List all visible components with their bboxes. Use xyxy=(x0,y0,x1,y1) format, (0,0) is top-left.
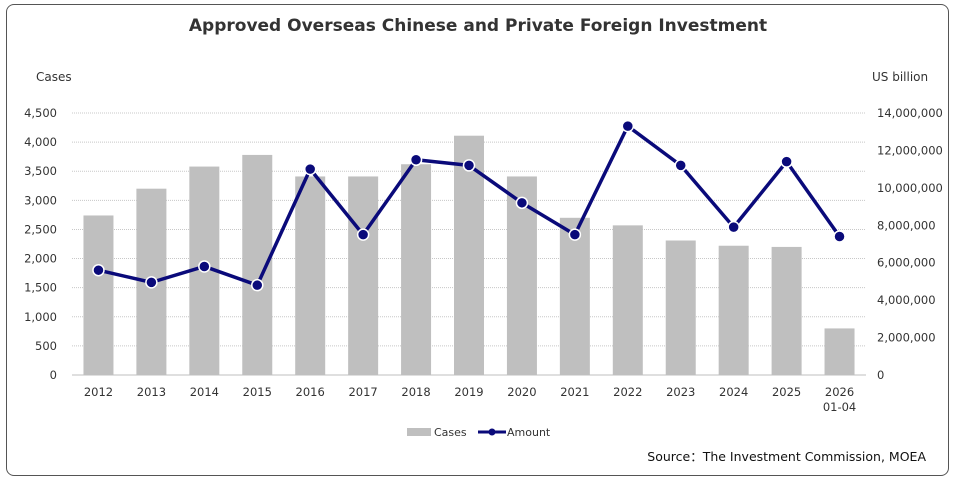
legend-cases-swatch xyxy=(407,428,431,436)
right-axis-unit: US billion xyxy=(872,70,928,84)
x-tick-label: 2023 xyxy=(666,385,695,399)
left-tick-label: 500 xyxy=(35,339,57,353)
legend: Cases Amount xyxy=(407,426,551,439)
amount-point xyxy=(356,228,370,241)
amount-point xyxy=(833,230,846,243)
legend-amount-marker xyxy=(488,428,496,436)
amount-point xyxy=(198,260,211,273)
amount-point xyxy=(409,153,423,167)
bar-cases xyxy=(824,328,855,375)
amount-point xyxy=(568,228,582,241)
amount-line-series xyxy=(92,119,846,292)
left-tick-label: 4,500 xyxy=(24,106,57,120)
x-tick-label: 2022 xyxy=(613,385,642,399)
x-tick-label: 2024 xyxy=(719,385,748,399)
amount-point xyxy=(674,159,687,172)
bar-cases xyxy=(348,176,379,375)
amount-point xyxy=(145,276,158,289)
left-axis-ticks: 0 500 1,000 1,500 2,000 2,500 3,000 3,500 4,000 4… xyxy=(24,106,57,382)
left-tick-label: 1,500 xyxy=(24,281,57,295)
left-tick-label: 3,500 xyxy=(24,164,57,178)
x-tick-label: 2020 xyxy=(507,385,536,399)
bar-cases xyxy=(612,225,643,375)
x-tick-label: 2025 xyxy=(772,385,801,399)
x-tick-label: 2012 xyxy=(84,385,113,399)
left-tick-label: 0 xyxy=(50,368,57,382)
amount-point xyxy=(727,220,740,234)
right-tick-label: 2,000,000 xyxy=(877,331,936,345)
chart-title: Approved Overseas Chinese and Private Fo… xyxy=(189,16,767,36)
amount-point xyxy=(621,119,635,133)
right-tick-label: 4,000,000 xyxy=(877,293,936,307)
right-axis-ticks: 0 2,000,000 4,000,000 6,000,000 8,000,000 10,… xyxy=(877,106,943,382)
right-tick-label: 10,000,000 xyxy=(877,181,943,195)
x-tick-label: 2019 xyxy=(454,385,483,399)
x-tick-label: 2026 01-04 xyxy=(823,385,856,414)
x-axis-ticks: 2012 2013 2014 2015 2016 2017 2018 2019 2020 2021… xyxy=(84,385,856,414)
left-tick-label: 3,000 xyxy=(24,193,57,207)
left-tick-label: 2,000 xyxy=(24,252,57,266)
amount-point xyxy=(515,196,529,210)
bar-cases xyxy=(401,164,432,375)
bar-cases xyxy=(454,135,484,375)
amount-point xyxy=(251,278,264,292)
x-tick-label: 2013 xyxy=(137,385,166,399)
x-tick-label: 2021 xyxy=(560,385,589,399)
right-tick-label: 6,000,000 xyxy=(877,256,936,270)
x-tick-label: 2016 xyxy=(296,385,325,399)
legend-cases-label: Cases xyxy=(434,426,467,439)
bar-cases xyxy=(718,245,749,375)
bar-cases xyxy=(665,240,696,375)
left-axis-unit: Cases xyxy=(36,70,72,84)
left-tick-label: 4,000 xyxy=(24,135,57,149)
left-tick-label: 1,000 xyxy=(24,310,57,324)
bar-cases xyxy=(295,176,326,375)
amount-point xyxy=(92,263,105,277)
left-tick-label: 2,500 xyxy=(24,222,57,236)
amount-point xyxy=(780,155,793,168)
source-note: Source：The Investment Commission, MOEA xyxy=(647,449,926,464)
bar-cases xyxy=(771,246,802,375)
amount-point xyxy=(462,159,476,172)
legend-amount-label: Amount xyxy=(507,426,551,439)
x-tick-label: 2015 xyxy=(243,385,272,399)
bar-cases xyxy=(83,215,114,375)
right-tick-label: 0 xyxy=(877,368,884,382)
x-tick-label: 2018 xyxy=(401,385,430,399)
right-tick-label: 12,000,000 xyxy=(877,143,943,157)
x-tick-label: 2017 xyxy=(348,385,377,399)
x-tick-label: 2014 xyxy=(190,385,219,399)
amount-point xyxy=(303,162,317,176)
right-tick-label: 8,000,000 xyxy=(877,218,936,232)
right-tick-label: 14,000,000 xyxy=(877,106,943,120)
bar-cases xyxy=(559,217,590,375)
